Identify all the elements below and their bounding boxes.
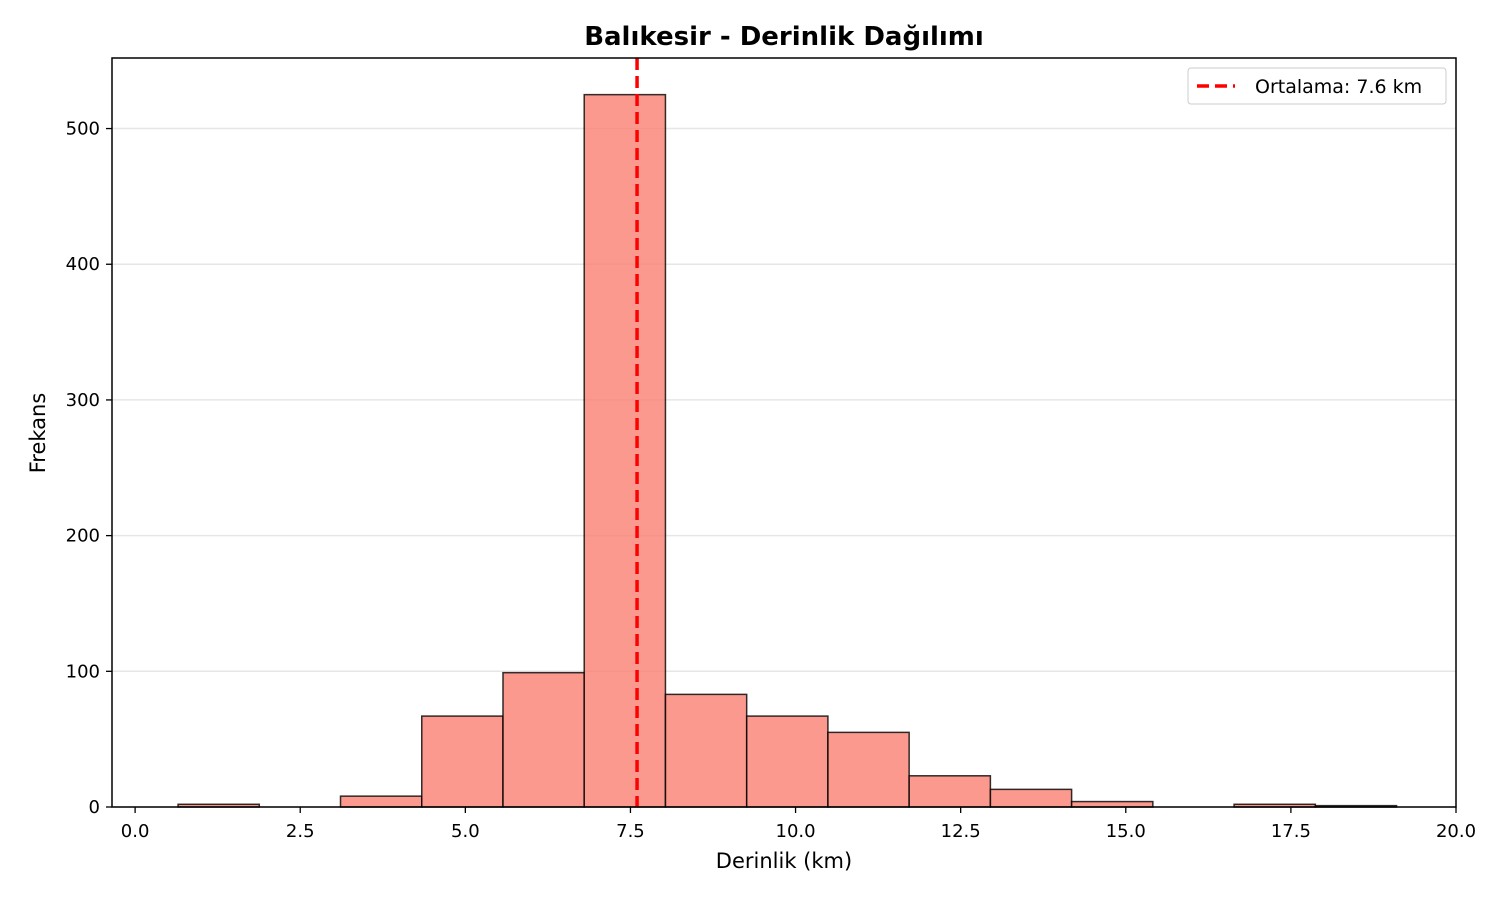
y-tick-label: 0 xyxy=(89,797,100,818)
y-tick-label: 400 xyxy=(66,254,100,275)
histogram-bar xyxy=(583,93,667,808)
x-axis-ticks: 0.0 2.5 5.0 7.5 10.0 12.5 15.0 17.5 20.0 xyxy=(121,807,1476,842)
x-tick-label: 17.5 xyxy=(1271,821,1311,842)
y-tick-label: 300 xyxy=(66,390,100,411)
legend: Ortalama: 7.6 km xyxy=(1187,67,1447,105)
histogram-bar xyxy=(989,788,1073,808)
x-tick-label: 20.0 xyxy=(1436,821,1476,842)
x-tick-label: 10.0 xyxy=(776,821,816,842)
y-tick-label: 200 xyxy=(66,526,100,547)
chart-title: Balıkesir - Derinlik Dağılımı xyxy=(584,22,984,52)
histogram-bar xyxy=(502,671,585,808)
x-tick-label: 7.5 xyxy=(616,821,645,842)
histogram-bar xyxy=(420,715,504,808)
histogram-bars xyxy=(177,93,1398,808)
x-tick-label: 15.0 xyxy=(1106,821,1146,842)
y-tick-label: 100 xyxy=(66,661,100,682)
x-tick-label: 0.0 xyxy=(121,821,150,842)
histogram-bar xyxy=(745,715,829,808)
y-axis-ticks: 0 100 200 300 400 500 xyxy=(66,119,112,818)
legend-box xyxy=(1187,67,1447,105)
legend-entry-mean: Ortalama: 7.6 km xyxy=(1255,76,1422,98)
histogram-bar xyxy=(908,775,992,808)
histogram-bar xyxy=(664,693,748,808)
grid-lines xyxy=(112,127,1456,808)
histogram-bar xyxy=(1070,800,1154,808)
x-tick-label: 5.0 xyxy=(451,821,480,842)
x-tick-label: 12.5 xyxy=(941,821,981,842)
x-axis-label: Derinlik (km) xyxy=(716,849,852,873)
y-tick-label: 500 xyxy=(66,119,100,140)
histogram-bar xyxy=(827,731,910,808)
x-tick-label: 2.5 xyxy=(286,821,315,842)
plot-frame xyxy=(111,57,1457,808)
histogram-bar xyxy=(339,795,423,808)
y-axis-label: Frekans xyxy=(26,393,50,474)
